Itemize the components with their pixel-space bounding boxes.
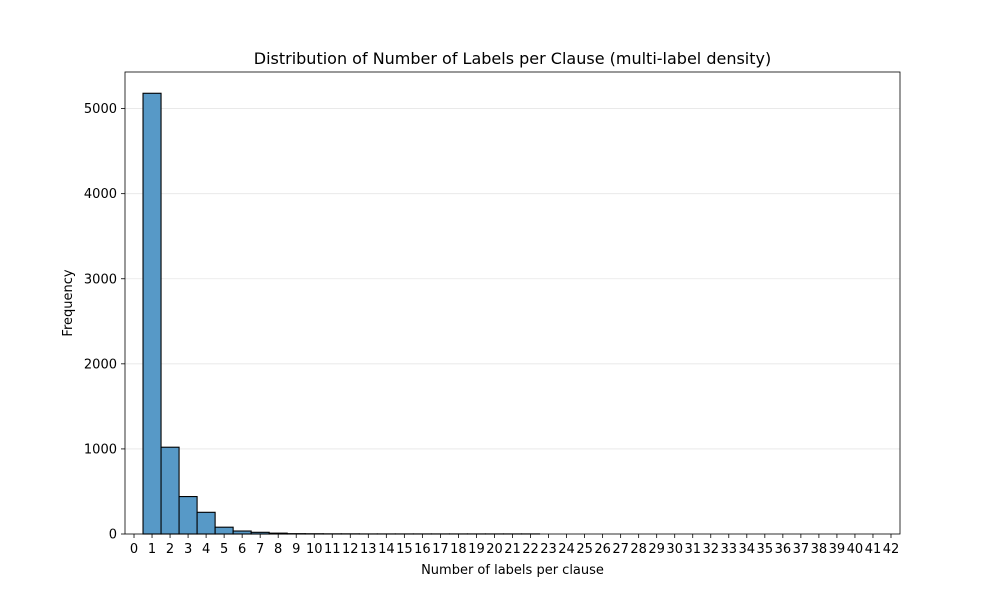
y-tick-label: 0 xyxy=(109,528,117,543)
x-tick-label: 7 xyxy=(256,542,264,557)
x-tick-label: 30 xyxy=(666,542,683,557)
x-tick-label: 37 xyxy=(793,542,810,557)
y-axis-label: Frequency xyxy=(61,269,76,336)
x-tick-label: 14 xyxy=(378,542,395,557)
x-axis-label: Number of labels per clause xyxy=(421,563,604,578)
y-axis-ticks: 0 1000 2000 3000 4000 5000 xyxy=(84,102,125,542)
x-tick-label: 34 xyxy=(739,542,756,557)
x-tick-label: 5 xyxy=(220,542,228,557)
bar-5 xyxy=(215,527,233,534)
x-tick-label: 35 xyxy=(757,542,774,557)
y-tick-label: 1000 xyxy=(84,442,117,457)
x-tick-label: 19 xyxy=(468,542,485,557)
bar-1 xyxy=(143,93,161,534)
x-tick-label: 20 xyxy=(486,542,503,557)
x-tick-label: 26 xyxy=(594,542,611,557)
x-tick-label: 31 xyxy=(684,542,701,557)
x-tick-label: 24 xyxy=(558,542,575,557)
x-tick-label: 13 xyxy=(360,542,377,557)
x-tick-label: 17 xyxy=(432,542,449,557)
x-tick-label: 40 xyxy=(847,542,864,557)
x-tick-label: 25 xyxy=(576,542,593,557)
x-tick-label: 2 xyxy=(166,542,174,557)
x-tick-label: 27 xyxy=(612,542,629,557)
x-tick-label: 23 xyxy=(540,542,557,557)
grid-lines xyxy=(125,109,900,534)
y-tick-label: 3000 xyxy=(84,272,117,287)
bar-3 xyxy=(179,497,197,534)
plot-frame xyxy=(125,72,900,534)
x-tick-label: 6 xyxy=(238,542,246,557)
x-tick-label: 16 xyxy=(414,542,431,557)
y-tick-label: 4000 xyxy=(84,187,117,202)
x-tick-label: 4 xyxy=(202,542,210,557)
x-tick-label: 21 xyxy=(504,542,521,557)
x-tick-label: 3 xyxy=(184,542,192,557)
x-tick-label: 0 xyxy=(130,542,138,557)
x-tick-label: 39 xyxy=(829,542,846,557)
x-tick-label: 38 xyxy=(811,542,828,557)
bar-6 xyxy=(233,531,251,534)
x-tick-label: 15 xyxy=(396,542,413,557)
x-tick-label: 33 xyxy=(721,542,738,557)
x-tick-label: 12 xyxy=(342,542,359,557)
x-tick-label: 9 xyxy=(292,542,300,557)
x-tick-label: 1 xyxy=(148,542,156,557)
bar-4 xyxy=(197,512,215,534)
bar-2 xyxy=(161,447,179,534)
x-tick-label: 36 xyxy=(775,542,792,557)
y-tick-label: 5000 xyxy=(84,102,117,117)
x-tick-label: 18 xyxy=(450,542,467,557)
x-tick-label: 32 xyxy=(702,542,719,557)
x-tick-label: 22 xyxy=(522,542,539,557)
x-tick-label: 28 xyxy=(630,542,647,557)
chart-title: Distribution of Number of Labels per Cla… xyxy=(254,49,771,68)
x-tick-label: 8 xyxy=(274,542,282,557)
x-tick-label: 41 xyxy=(865,542,882,557)
bars xyxy=(143,93,540,534)
x-tick-label: 10 xyxy=(306,542,323,557)
x-tick-label: 29 xyxy=(648,542,665,557)
x-tick-label: 42 xyxy=(883,542,900,557)
x-tick-label: 11 xyxy=(324,542,341,557)
y-tick-label: 2000 xyxy=(84,357,117,372)
